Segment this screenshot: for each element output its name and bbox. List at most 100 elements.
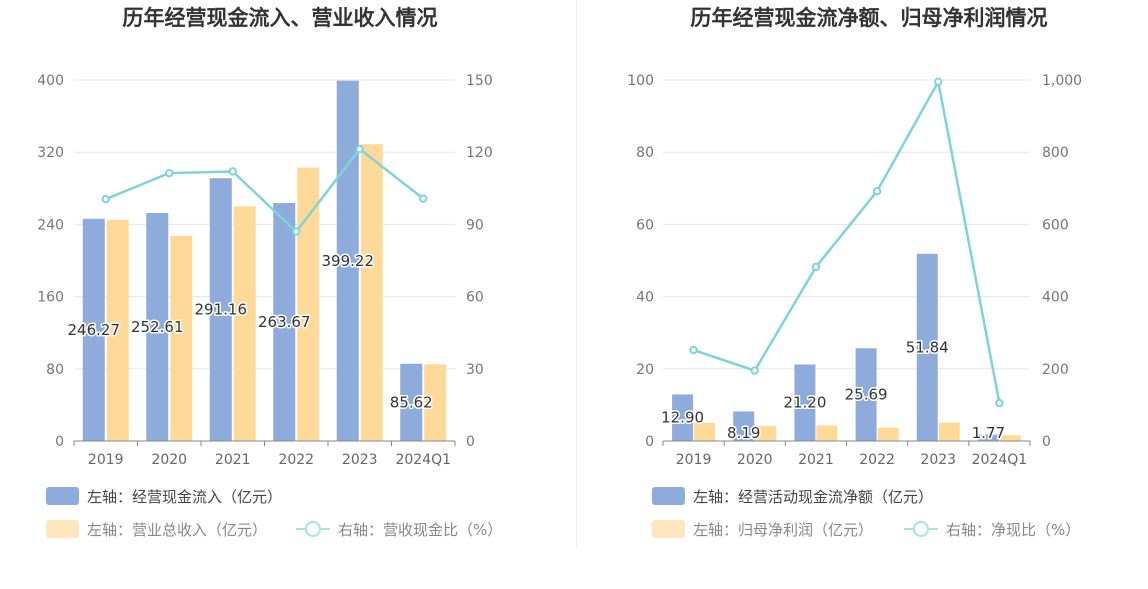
data-label: 399.22 [322, 252, 375, 270]
legend: 左轴：经营活动现金流净额（亿元） 左轴：归母净利润（亿元） 右轴：净现比（%） [652, 487, 1080, 539]
bar-series-1 [209, 178, 232, 442]
y-right-tick-label: 400 [1042, 290, 1069, 306]
bar-series-2 [938, 422, 960, 441]
bar-series-2 [816, 425, 838, 441]
data-label: 25.69 [845, 386, 888, 404]
y-left-tick-label: 0 [645, 434, 654, 450]
bar-series-2 [999, 435, 1021, 441]
data-label: 85.62 [390, 393, 433, 411]
y-right-tick-label: 0 [1042, 434, 1051, 450]
legend-label-series-3: 右轴：营收现金比（%） [338, 521, 502, 539]
x-tick-label: 2020 [151, 452, 187, 468]
x-tick-label: 2024Q1 [395, 452, 451, 468]
line-point [689, 345, 698, 355]
legend-label-series-2: 左轴：营业总收入（亿元） [87, 521, 267, 539]
data-label: 252.61 [131, 318, 184, 336]
x-tick-label: 2024Q1 [972, 452, 1028, 468]
chart-svg-right: 历年经营现金流净额、归母净利润情况 12.90 8.19 21.20 25.69 51.… [627, 6, 1082, 539]
legend-label-series-1: 左轴：经营活动现金流净额（亿元） [693, 488, 933, 506]
legend: 左轴：经营现金流入（亿元） 左轴：营业总收入（亿元） 右轴：营收现金比（%） [46, 487, 502, 539]
line-point [995, 398, 1004, 408]
y-left-tick-label: 160 [37, 290, 64, 306]
legend-swatch-series-1 [652, 487, 685, 505]
x-tick-label: 2021 [215, 452, 251, 468]
data-label: 246.27 [68, 321, 121, 339]
bar-series-2 [233, 206, 256, 441]
bar-series-2 [755, 425, 777, 441]
bar-series-1 [855, 348, 877, 441]
line-point [292, 227, 301, 236]
y-right-tick-label: 0 [466, 434, 475, 450]
y-left-tick-label: 40 [636, 290, 654, 306]
x-tick-label: 2023 [920, 452, 956, 468]
legend-marker-series-3 [913, 521, 929, 537]
chart-panel-right: 历年经营现金流净额、归母净利润情况 12.90 8.19 21.20 25.69 51.… [574, 0, 1148, 589]
line-point [228, 167, 237, 176]
legend-label-series-1: 左轴：经营现金流入（亿元） [87, 488, 282, 506]
data-label: 21.20 [783, 394, 826, 412]
y-left-tick-label: 60 [636, 217, 654, 233]
bar-series-1 [733, 411, 755, 441]
x-tick-label: 2019 [676, 452, 712, 468]
x-tick-label: 2022 [859, 452, 895, 468]
y-left-tick-label: 240 [37, 217, 64, 233]
y-left-tick-label: 100 [627, 73, 654, 89]
x-tick-label: 2022 [278, 452, 314, 468]
bar-series-2 [877, 427, 899, 441]
legend-item-series-1[interactable]: 左轴：经营现金流入（亿元） [46, 487, 282, 506]
legend-swatch-series-1 [46, 487, 79, 505]
data-label: 8.19 [727, 424, 760, 442]
chart-title: 历年经营现金流净额、归母净利润情况 [691, 6, 1048, 30]
y-right-tick-label: 90 [466, 217, 484, 233]
data-label: 1.77 [972, 424, 1005, 442]
line-series-3 [105, 147, 425, 234]
bar-series-2 [170, 236, 193, 441]
legend-swatch-series-2 [46, 520, 79, 538]
bar-series-1 [916, 253, 938, 441]
data-label: 291.16 [195, 301, 248, 319]
bar-series-2 [424, 364, 447, 441]
y-right-tick-label: 150 [466, 73, 493, 89]
y-left-tick-label: 80 [636, 145, 654, 161]
x-tick-label: 2023 [342, 452, 378, 468]
bar-series-2 [694, 422, 716, 441]
y-left-tick-label: 400 [37, 73, 64, 89]
y-right-tick-label: 600 [1042, 217, 1069, 233]
y-right-tick-label: 200 [1042, 362, 1069, 378]
bar-series-2 [360, 144, 383, 441]
legend-marker-series-3 [305, 521, 321, 537]
legend-item-series-1[interactable]: 左轴：经营活动现金流净额（亿元） [652, 487, 933, 506]
y-right-tick-label: 1,000 [1042, 73, 1082, 89]
line-point [165, 168, 174, 178]
data-label: 12.90 [661, 409, 704, 427]
legend-item-series-3[interactable]: 右轴：营收现金比（%） [296, 521, 502, 539]
legend-item-series-2[interactable]: 左轴：归母净利润（亿元） [652, 520, 873, 539]
data-label: 51.84 [906, 338, 949, 356]
legend-label-series-3: 右轴：净现比（%） [946, 521, 1080, 539]
legend-label-series-2: 左轴：归母净利润（亿元） [693, 521, 873, 539]
y-left-tick-label: 320 [37, 145, 64, 161]
bar-series-1 [273, 203, 296, 441]
line-point [101, 194, 110, 204]
bar-series-1 [400, 363, 423, 441]
legend-item-series-3[interactable]: 右轴：净现比（%） [904, 521, 1080, 539]
legend-item-series-2[interactable]: 左轴：营业总收入（亿元） [46, 520, 267, 539]
y-left-tick-label: 80 [46, 362, 64, 378]
chart-title: 历年经营现金流入、营业收入情况 [123, 6, 438, 30]
y-right-tick-label: 30 [466, 362, 484, 378]
line-point [811, 262, 821, 272]
chart-panel-left: 历年经营现金流入、营业收入情况 246.27 252.61 291.16 263.67… [37, 6, 502, 539]
chart-svg-left: 历年经营现金流入、营业收入情况 246.27 252.61 291.16 263.67… [37, 6, 502, 539]
bar-series-1 [146, 213, 169, 441]
y-right-tick-label: 800 [1042, 145, 1069, 161]
bar-series-2 [297, 167, 320, 442]
bar-series-1 [794, 364, 816, 441]
line-point [934, 77, 943, 87]
y-right-tick-label: 120 [466, 145, 493, 161]
x-tick-label: 2019 [88, 452, 124, 468]
data-label: 263.67 [258, 313, 311, 331]
y-right-tick-label: 60 [466, 290, 484, 306]
x-tick-label: 2021 [798, 452, 834, 468]
bar-series-1 [977, 434, 999, 441]
line-point [872, 186, 882, 196]
